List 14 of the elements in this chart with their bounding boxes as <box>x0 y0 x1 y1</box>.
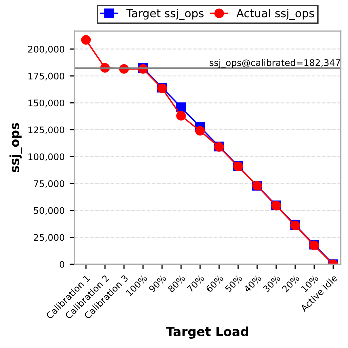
y-tick-label: 125,000 <box>28 126 64 134</box>
y-tick-label: 0 <box>60 261 64 268</box>
y-tick-label: 150,000 <box>28 100 64 108</box>
y-axis-title: ssj_ops <box>10 123 22 172</box>
legend-label: Target ssj_ops <box>126 9 204 20</box>
x-axis-title: Target Load <box>166 326 248 339</box>
y-tick-label: 200,000 <box>28 46 64 54</box>
y-tick-label: 100,000 <box>28 154 64 162</box>
y-tick-label: 50,000 <box>34 207 64 216</box>
y-tick-label: 75,000 <box>34 180 64 188</box>
ref-line-label: ssj_ops@calibrated=182,347 <box>210 59 340 68</box>
legend-label: Actual ssj_ops <box>236 9 314 20</box>
y-tick-label: 25,000 <box>34 234 64 242</box>
y-tick-label: 175,000 <box>28 72 64 81</box>
